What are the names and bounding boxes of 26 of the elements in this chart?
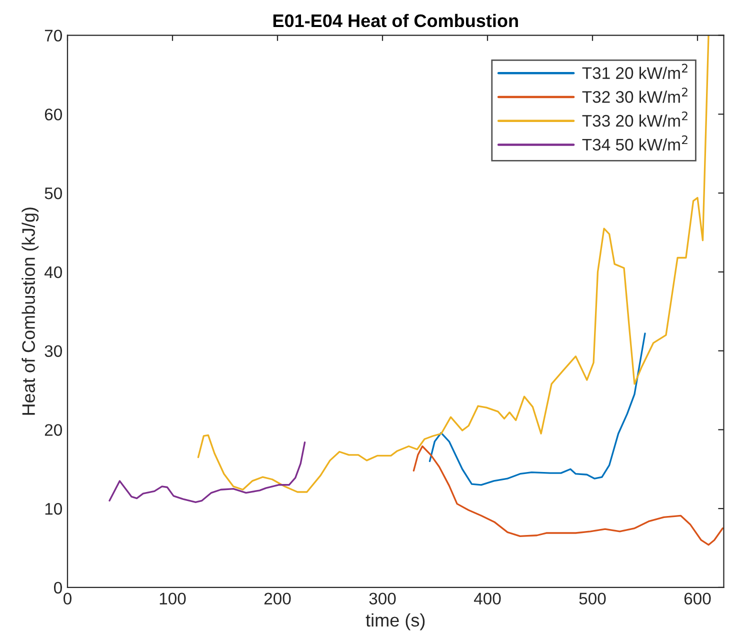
y-axis-title: Heat of Combustion (kJ/g) [22,208,39,415]
y-tick-label: 50 [44,187,62,200]
chart-title: E01-E04 Heat of Combustion [273,14,518,28]
y-tick-label: 20 [44,424,62,436]
x-tick-label: 600 [684,592,711,605]
y-tick-label: 70 [44,30,62,42]
y-tick-label: 60 [44,108,62,120]
y-tick-label: 40 [44,266,62,278]
x-tick-label: 300 [369,592,396,605]
y-tick-label: 10 [45,502,62,515]
legend-label: T32 30 kW/m$^{2}$ [582,88,688,103]
legend-label: T33 20 kW/m$^{2}$ [582,112,688,127]
line-series [197,35,710,493]
x-tick-label: 100 [160,592,186,605]
y-tick-label: 30 [44,345,62,358]
x-tick-label: 500 [579,592,606,605]
y-tick-label: 0 [54,582,62,594]
line-series [428,332,646,486]
legend-label: T34 50 kW/m$^{2}$ [582,135,688,151]
line-series [108,441,306,504]
x-tick-label: 400 [474,592,501,605]
legend-label: T31 20 kW/m$^{2}$ [582,64,688,79]
line-series [412,445,724,546]
x-axis-title: time (s) [366,613,425,630]
x-tick-label: 0 [64,592,72,605]
x-tick-label: 200 [264,592,291,605]
